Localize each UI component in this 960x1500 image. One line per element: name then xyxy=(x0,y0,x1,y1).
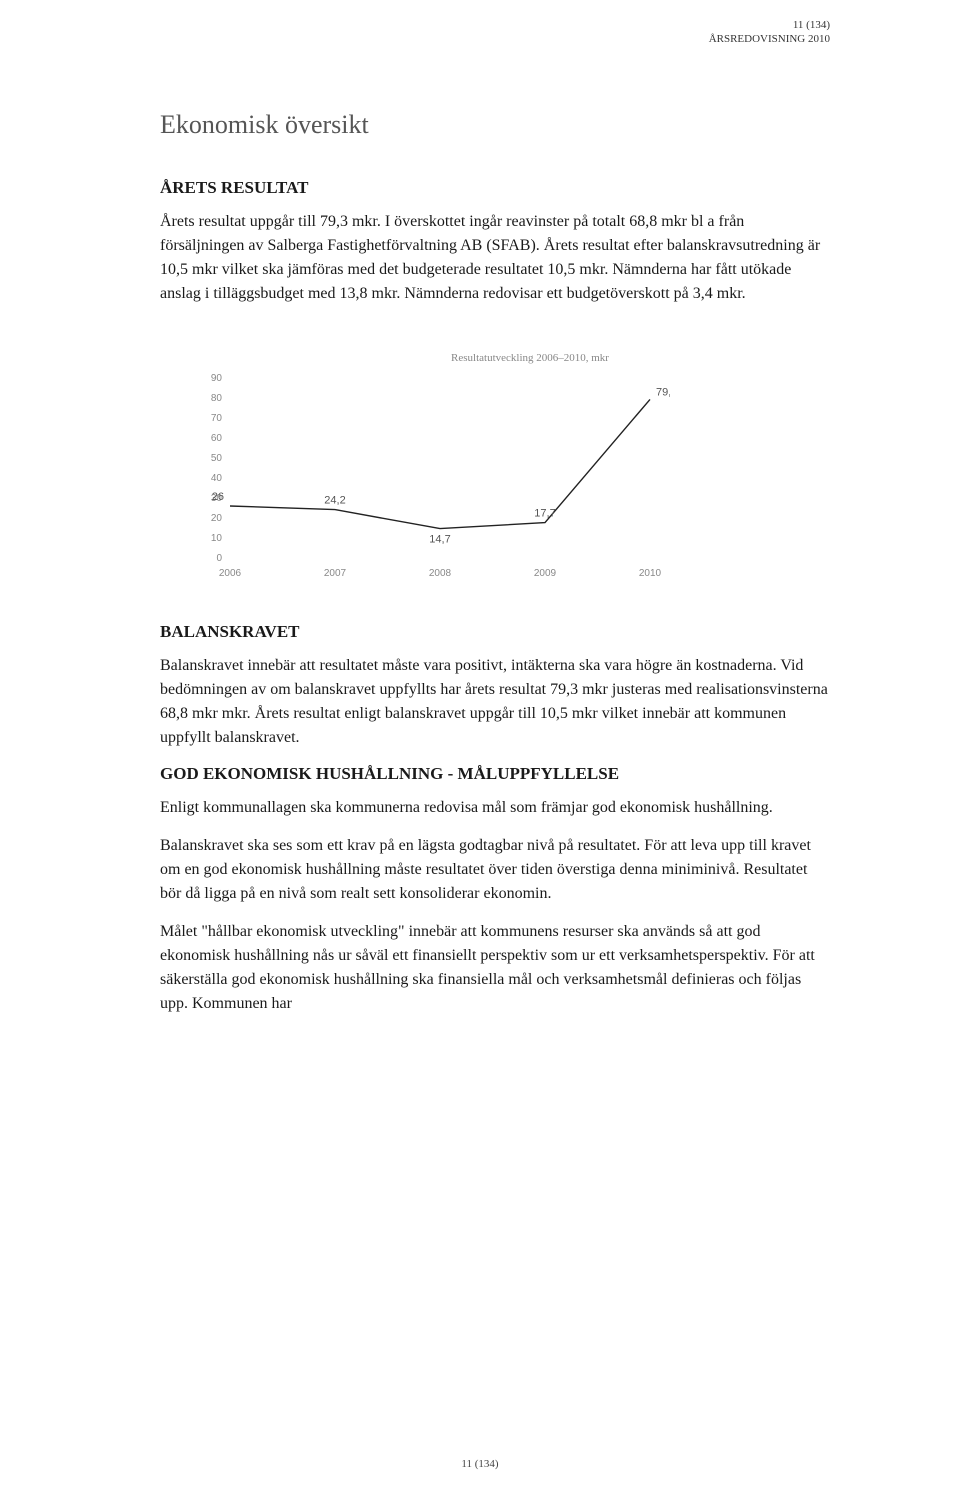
section1-text: Årets resultat uppgår till 79,3 mkr. I ö… xyxy=(160,210,830,306)
svg-text:2008: 2008 xyxy=(429,568,452,579)
page-footer: 11 (134) xyxy=(0,1458,960,1470)
svg-text:60: 60 xyxy=(211,433,223,444)
section1-heading: ÅRETS RESULTAT xyxy=(160,178,830,198)
svg-text:90: 90 xyxy=(211,373,223,384)
svg-text:24,2: 24,2 xyxy=(324,495,345,507)
svg-text:2010: 2010 xyxy=(639,568,662,579)
section2-text: Balanskravet innebär att resultatet måst… xyxy=(160,654,830,750)
svg-text:17,7: 17,7 xyxy=(534,508,555,520)
svg-text:14,7: 14,7 xyxy=(429,534,450,546)
chart-title: Resultatutveckling 2006–2010, mkr xyxy=(230,352,830,364)
section3-heading: GOD EKONOMISK HUSHÅLLNING - MÅLUPPFYLLEL… xyxy=(160,764,830,784)
svg-text:50: 50 xyxy=(211,453,223,464)
svg-text:70: 70 xyxy=(211,413,223,424)
page-title: Ekonomisk översikt xyxy=(160,110,830,140)
page-header: 11 (134) ÅRSREDOVISNING 2010 xyxy=(709,18,830,47)
header-doc-title: ÅRSREDOVISNING 2010 xyxy=(709,32,830,46)
section2-heading: BALANSKRAVET xyxy=(160,622,830,642)
svg-text:10: 10 xyxy=(211,533,223,544)
svg-text:2009: 2009 xyxy=(534,568,557,579)
svg-text:0: 0 xyxy=(216,553,222,564)
document-page: 11 (134) ÅRSREDOVISNING 2010 Ekonomisk ö… xyxy=(0,0,960,1500)
svg-text:80: 80 xyxy=(211,393,223,404)
svg-text:79,3: 79,3 xyxy=(656,386,670,398)
section3-p2: Balanskravet ska ses som ett krav på en … xyxy=(160,834,830,906)
result-chart: Resultatutveckling 2006–2010, mkr 010203… xyxy=(190,352,830,582)
svg-text:26: 26 xyxy=(212,491,224,503)
svg-text:2007: 2007 xyxy=(324,568,347,579)
svg-text:20: 20 xyxy=(211,513,223,524)
header-page-number: 11 (134) xyxy=(709,18,830,32)
section3-p1: Enligt kommunallagen ska kommunerna redo… xyxy=(160,796,830,820)
section3-p3: Målet "hållbar ekonomisk utveckling" inn… xyxy=(160,920,830,1016)
footer-page-number: 11 (134) xyxy=(461,1458,498,1470)
chart-svg: 01020304050607080902624,214,717,779,3200… xyxy=(190,368,670,582)
svg-text:40: 40 xyxy=(211,473,223,484)
svg-text:2006: 2006 xyxy=(219,568,242,579)
